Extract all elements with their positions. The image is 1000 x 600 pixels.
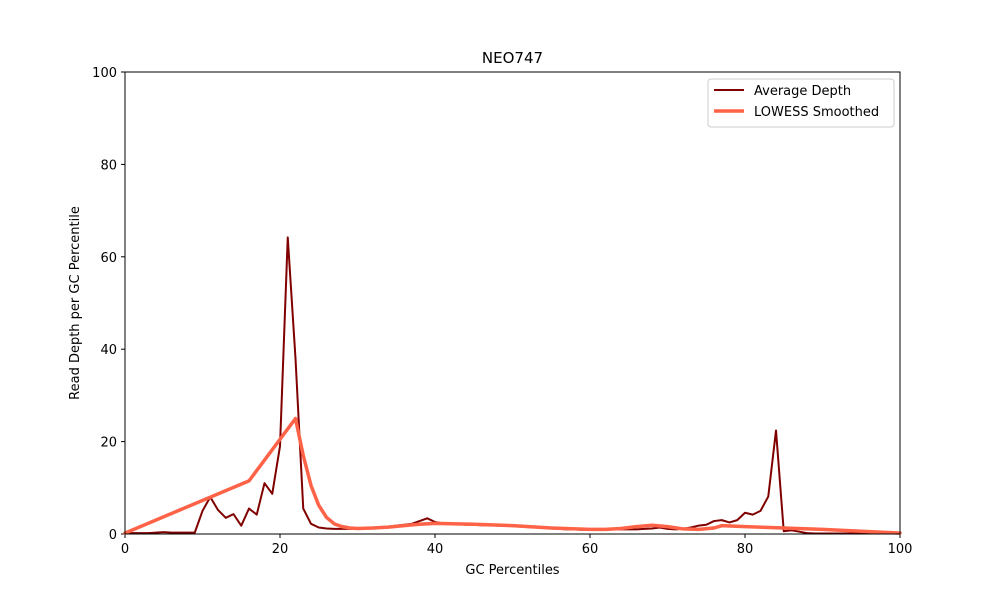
series-line-average-depth [124, 236, 901, 535]
legend-label-average-depth: Average Depth [754, 84, 851, 99]
y-tick-label: 40 [100, 343, 117, 358]
y-tick-label: 60 [100, 251, 117, 266]
x-tick-label: 60 [582, 542, 599, 557]
legend-label-lowess-smoothed: LOWESS Smoothed [754, 105, 879, 120]
y-tick-label: 80 [100, 158, 117, 173]
chart-title: NEO747 [482, 49, 543, 67]
series-layer [123, 236, 902, 535]
x-tick-label: 40 [427, 542, 444, 557]
y-tick-label: 20 [100, 436, 117, 451]
y-axis-label: Read Depth per GC Percentile [68, 206, 83, 400]
y-tick-label: 100 [92, 66, 117, 81]
x-axis-label: GC Percentiles [465, 563, 559, 578]
x-tick-label: 80 [737, 542, 754, 557]
series-line-lowess-smoothed [123, 416, 902, 535]
axis-ticks: 0 20 40 60 80 100 0 20 40 60 80 100 [92, 66, 912, 557]
x-tick-label: 100 [888, 542, 913, 557]
legend-box [707, 78, 895, 128]
plot-frame [124, 71, 901, 535]
legend: Average Depth LOWESS Smoothed [707, 78, 895, 128]
x-tick-label: 20 [272, 542, 289, 557]
x-tick-label: 0 [121, 542, 129, 557]
y-tick-label: 0 [109, 528, 117, 543]
